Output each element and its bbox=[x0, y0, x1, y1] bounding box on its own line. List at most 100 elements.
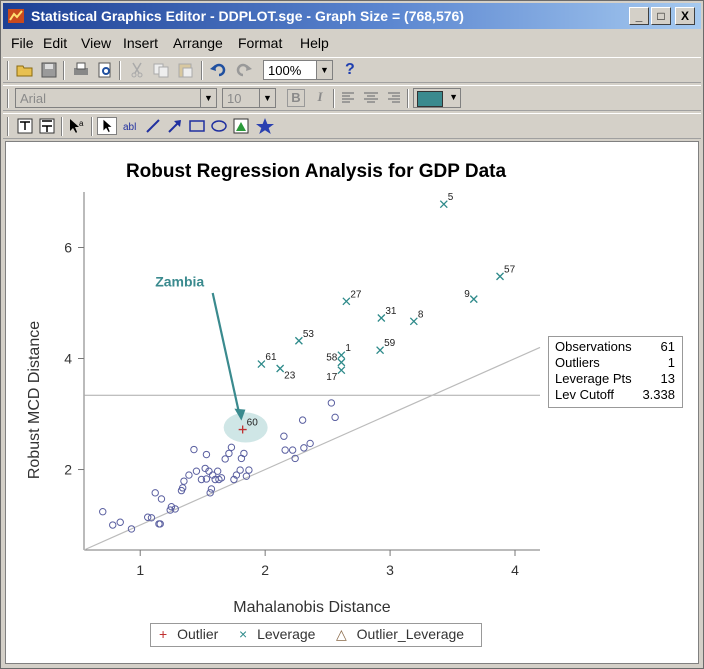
text-bottom-icon[interactable] bbox=[37, 117, 57, 135]
data-point-leverage bbox=[337, 366, 346, 375]
menu-insert[interactable]: Insert bbox=[123, 35, 159, 51]
font-size-combo[interactable]: 10 ▼ bbox=[222, 88, 276, 108]
data-point-circle bbox=[99, 508, 107, 516]
triangle-marker-icon: △ bbox=[336, 626, 347, 642]
legend-label: Leverage bbox=[257, 626, 316, 642]
align-center-icon[interactable] bbox=[361, 89, 381, 107]
rectangle-icon[interactable] bbox=[187, 117, 207, 135]
arrow-icon[interactable] bbox=[165, 117, 185, 135]
stat-label: Outliers bbox=[555, 355, 600, 370]
maximize-button[interactable]: □ bbox=[651, 7, 671, 25]
save-icon[interactable] bbox=[39, 61, 59, 79]
data-point-circle bbox=[202, 450, 211, 459]
y-tick-label: 6 bbox=[64, 240, 72, 256]
pointer-icon[interactable] bbox=[97, 117, 117, 135]
text-top-icon[interactable] bbox=[15, 117, 35, 135]
data-point-circle bbox=[116, 518, 124, 526]
chevron-down-icon: ▼ bbox=[259, 89, 275, 107]
ellipse-icon[interactable] bbox=[209, 117, 229, 135]
data-point-outlier bbox=[238, 425, 247, 434]
bold-button[interactable]: B bbox=[287, 89, 305, 107]
font-name-combo[interactable]: Arial ▼ bbox=[15, 88, 217, 108]
menu-view[interactable]: View bbox=[81, 35, 112, 51]
star-icon[interactable] bbox=[255, 117, 275, 135]
stat-label: Observations bbox=[555, 339, 632, 354]
stat-value: 61 bbox=[660, 339, 675, 354]
font-size-value: 10 bbox=[227, 91, 242, 106]
data-point-circle bbox=[202, 475, 211, 483]
undo-icon[interactable] bbox=[209, 61, 229, 79]
point-label: 58 bbox=[326, 352, 338, 363]
data-point-leverage bbox=[496, 272, 504, 281]
stat-label: Lev Cutoff bbox=[555, 387, 615, 402]
menu-edit[interactable]: Edit bbox=[43, 35, 68, 51]
help-icon[interactable]: ? bbox=[345, 61, 355, 78]
legend-item-outlier-leverage: △ Outlier_Leverage bbox=[336, 626, 464, 643]
stat-row-lev-cutoff: Lev Cutoff 3.338 bbox=[555, 387, 675, 403]
format-toolbar: Arial ▼ 10 ▼ B I ▼ bbox=[3, 85, 701, 111]
print-icon[interactable] bbox=[71, 61, 91, 79]
point-label: 31 bbox=[385, 306, 397, 317]
menu-bar: File Edit View Insert Arrange Format Hel… bbox=[3, 31, 701, 53]
title-bar[interactable]: Statistical Graphics Editor - DDPLOT.sge… bbox=[3, 3, 701, 29]
copy-icon[interactable] bbox=[151, 61, 171, 79]
align-left-icon[interactable] bbox=[339, 89, 359, 107]
print-preview-icon[interactable] bbox=[95, 61, 115, 79]
data-point-circle bbox=[225, 449, 233, 458]
stat-label: Leverage Pts bbox=[555, 371, 632, 386]
data-point-circle bbox=[327, 399, 336, 407]
data-point-circle bbox=[144, 513, 152, 521]
data-point-leverage bbox=[376, 346, 385, 355]
open-icon[interactable] bbox=[15, 61, 35, 79]
highlight-ellipse bbox=[223, 412, 268, 443]
text-box-icon[interactable]: abl bbox=[121, 117, 141, 135]
menu-file[interactable]: File bbox=[11, 35, 34, 51]
data-point-leverage bbox=[294, 336, 303, 345]
graph-canvas[interactable]: Robust Regression Analysis for GDP Data … bbox=[5, 141, 699, 664]
svg-text:a: a bbox=[79, 119, 84, 128]
stat-row-observations: Observations 61 bbox=[555, 339, 675, 355]
toolbar-separator bbox=[407, 89, 409, 108]
data-point-circle bbox=[291, 454, 299, 463]
legend-label: Outlier_Leverage bbox=[356, 626, 465, 642]
menu-format[interactable]: Format bbox=[238, 35, 283, 51]
data-point-circle bbox=[109, 521, 117, 529]
toolbar-grip bbox=[7, 117, 9, 136]
redo-icon[interactable] bbox=[233, 61, 253, 79]
close-button[interactable]: X bbox=[675, 7, 695, 25]
image-icon[interactable] bbox=[231, 117, 251, 135]
data-point-leverage bbox=[337, 351, 346, 360]
data-point-circle bbox=[185, 471, 193, 479]
minimize-button[interactable]: _ bbox=[629, 7, 649, 25]
data-point-circle bbox=[288, 446, 297, 454]
paste-icon[interactable] bbox=[175, 61, 195, 79]
data-point-circle bbox=[205, 467, 213, 475]
menu-arrange[interactable]: Arrange bbox=[173, 35, 223, 51]
data-point-circle bbox=[180, 477, 188, 485]
annotation-arrow-head bbox=[234, 408, 246, 421]
toolbar-separator bbox=[333, 89, 335, 108]
plus-marker-icon: + bbox=[159, 626, 168, 642]
data-point-circle bbox=[245, 466, 253, 474]
point-label: 60 bbox=[247, 418, 259, 429]
line-icon[interactable] bbox=[143, 117, 163, 135]
data-point-leverage bbox=[342, 297, 351, 306]
zoom-combo[interactable]: 100% ▼ bbox=[263, 60, 333, 80]
align-right-icon[interactable] bbox=[383, 89, 403, 107]
menu-help[interactable]: Help bbox=[300, 35, 329, 51]
select-text-icon[interactable]: a bbox=[67, 117, 87, 135]
cut-icon[interactable] bbox=[127, 61, 147, 79]
italic-button[interactable]: I bbox=[317, 89, 323, 104]
annotation-label: Zambia bbox=[155, 273, 204, 289]
legend-item-outlier: + Outlier bbox=[159, 626, 218, 642]
data-point-circle bbox=[331, 413, 339, 422]
x-axis-label: Mahalanobis Distance bbox=[233, 599, 391, 616]
fill-color-picker[interactable]: ▼ bbox=[413, 88, 461, 108]
window-title: Statistical Graphics Editor - DDPLOT.sge… bbox=[31, 8, 464, 24]
standard-toolbar: 100% ▼ ? bbox=[3, 57, 701, 83]
data-point-circle bbox=[227, 443, 236, 452]
data-point-circle bbox=[232, 471, 241, 479]
toolbar-separator bbox=[63, 61, 65, 80]
data-point-circle bbox=[156, 520, 164, 528]
